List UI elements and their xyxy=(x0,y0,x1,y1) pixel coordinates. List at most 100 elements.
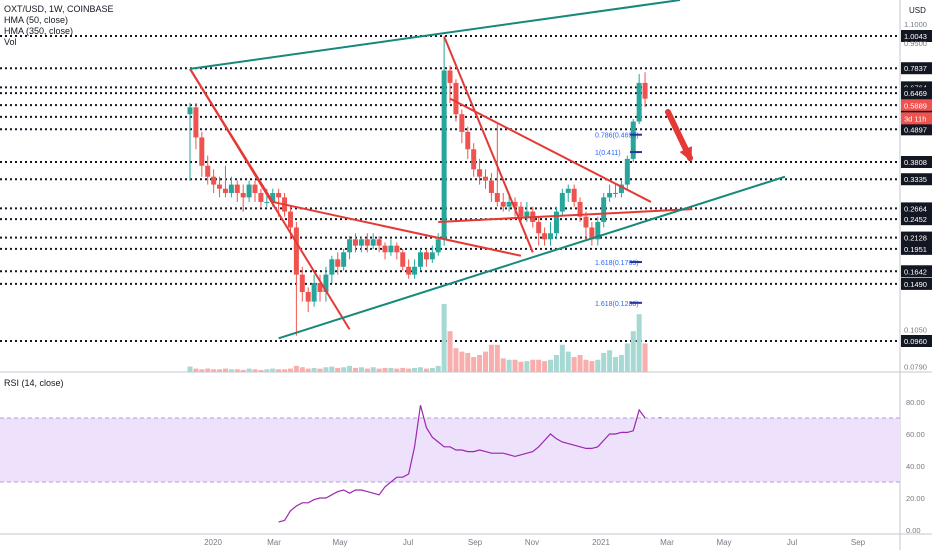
candle-body xyxy=(595,221,601,240)
trend-line-red xyxy=(189,68,351,330)
volume-bar xyxy=(264,369,270,372)
volume-bar xyxy=(447,331,453,372)
time-tick-label: May xyxy=(716,538,731,547)
volume-bar xyxy=(270,368,276,372)
volume-bar xyxy=(282,369,288,372)
candle-body xyxy=(299,274,305,292)
candle-body xyxy=(305,291,311,302)
candle-body xyxy=(335,259,341,267)
candle-body xyxy=(311,283,317,302)
candle-body xyxy=(465,131,471,150)
volume-bar xyxy=(512,359,518,372)
time-tick-label: 2021 xyxy=(592,538,610,547)
countdown-tag xyxy=(901,112,932,125)
volume-bar xyxy=(559,344,565,372)
volume-bar xyxy=(287,368,293,372)
candle-body xyxy=(583,216,589,228)
rsi-line xyxy=(278,405,646,523)
price-tick-label: 0.5889 xyxy=(904,101,927,110)
candle-body xyxy=(364,239,370,246)
candle-body xyxy=(613,192,619,194)
candle-body xyxy=(258,192,264,202)
level-price-tag xyxy=(901,123,932,136)
trend-line-red xyxy=(438,208,693,223)
candle-body xyxy=(246,184,252,198)
candle-body xyxy=(193,107,199,138)
fib-label: 1.618(0.1763) xyxy=(595,260,639,267)
volume-bar xyxy=(589,361,595,372)
volume-bar xyxy=(453,348,459,372)
price-tick-label: 0.1050 xyxy=(904,325,927,334)
time-tick-label: Jul xyxy=(403,538,413,547)
price-tick-label: 0.2452 xyxy=(904,215,927,224)
level-price-tag xyxy=(901,62,932,75)
volume-bar xyxy=(240,369,246,372)
candle-body xyxy=(441,70,447,240)
candle-body xyxy=(228,184,234,193)
volume-bar xyxy=(548,359,554,372)
trend-line-red xyxy=(272,200,522,257)
volume-bar xyxy=(471,357,477,372)
time-tick-label: Mar xyxy=(660,538,674,547)
volume-bar xyxy=(477,355,483,372)
price-tick-label: 0.6469 xyxy=(904,89,927,98)
candle-body xyxy=(435,239,441,253)
candle-body xyxy=(601,197,607,222)
candle-body xyxy=(453,82,459,115)
time-tick-label: May xyxy=(332,538,347,547)
level-price-tag xyxy=(901,155,932,168)
volume-bar xyxy=(329,366,335,372)
time-tick-label: Sep xyxy=(851,538,866,547)
volume-bar xyxy=(565,351,571,372)
candle-body xyxy=(518,206,524,217)
fib-label: 1(0.411) xyxy=(595,150,621,157)
candle-body xyxy=(607,192,613,198)
price-arrow-head xyxy=(679,146,692,162)
rsi-tick-label: 60.00 xyxy=(906,430,925,439)
candle-body xyxy=(559,192,565,212)
volume-bar xyxy=(542,361,548,372)
volume-bar xyxy=(483,351,488,372)
candle-body xyxy=(512,201,518,207)
candle-body xyxy=(524,211,530,217)
volume-bar xyxy=(636,314,642,372)
volume-bar xyxy=(211,369,217,372)
volume-bar xyxy=(618,355,624,372)
volume-bar xyxy=(317,368,323,372)
rsi-band xyxy=(0,418,900,482)
rsi-tick-label: 0.00 xyxy=(906,526,921,535)
volume-bar xyxy=(459,351,465,372)
price-tick-label: 0.9500 xyxy=(904,39,927,48)
volume-bar xyxy=(234,369,240,372)
rsi-tick-label: 80.00 xyxy=(906,398,925,407)
price-tick-label: 1.0043 xyxy=(904,32,927,41)
volume-bar xyxy=(429,367,435,372)
price-tick-label: 0.1490 xyxy=(904,280,927,289)
price-tick-label: 0.4897 xyxy=(904,125,927,134)
currency-label: USD xyxy=(909,6,926,15)
level-price-tag xyxy=(901,242,932,255)
candle-body xyxy=(400,252,406,267)
volume-bar xyxy=(276,369,282,372)
level-price-tag xyxy=(901,277,932,290)
countdown-label: 3d 11h xyxy=(904,114,926,123)
volume-bar xyxy=(465,352,471,372)
level-price-tag xyxy=(901,335,932,347)
candle-body xyxy=(630,121,636,159)
candle-body xyxy=(494,192,500,202)
level-price-tag xyxy=(901,30,932,42)
candle-body xyxy=(447,70,453,83)
volume-bar xyxy=(217,369,223,372)
price-tick-label: 1.1000 xyxy=(904,20,927,29)
volume-bar xyxy=(583,359,589,372)
candle-body xyxy=(471,149,477,170)
candle-body xyxy=(548,233,554,240)
volume-bar xyxy=(370,367,376,372)
volume-bar xyxy=(412,367,418,372)
legend-rsi: RSI (14, close) xyxy=(4,378,64,388)
candle-body xyxy=(317,283,323,292)
candle-body xyxy=(459,114,465,132)
volume-bar xyxy=(406,368,412,372)
volume-bar xyxy=(571,357,577,372)
